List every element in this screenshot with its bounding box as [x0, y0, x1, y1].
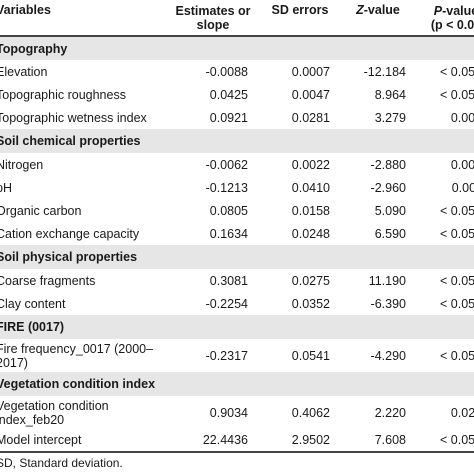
estimate-value: -0.2254	[205, 296, 248, 311]
table-footnote: SD, Standard deviation.	[0, 456, 123, 470]
section-title: Soil physical properties	[0, 250, 138, 264]
z-value: 2.220	[374, 405, 406, 420]
variable-name: Cation exchange capacity	[0, 226, 140, 241]
variable-name: pH	[0, 180, 12, 195]
table-row: Organic carbon 0.0805 0.0158 5.090 < 0.05000	[0, 199, 474, 222]
header-row: Variables Estimates or slope SD errors Z-…	[0, 0, 474, 36]
section-title: FIRE (0017)	[0, 320, 65, 334]
sd-error-value: 0.0410	[291, 180, 330, 195]
z-value: 7.608	[374, 433, 406, 447]
variable-name: Model intercept	[0, 433, 82, 447]
p-value: < 0.05000	[440, 226, 474, 241]
estimate-value: 22.4436	[202, 433, 248, 447]
p-value: < 0.05000	[440, 203, 474, 218]
table-row: Fire frequency_0017 (2000–2017) -0.2317 0.…	[0, 339, 474, 372]
section-title: Soil chemical properties	[0, 134, 141, 148]
estimate-value: 0.1634	[209, 226, 248, 241]
section-header-row: Vegetation condition index	[0, 372, 474, 396]
table-row: pH -0.1213 0.0410 -2.960 0.00311	[0, 176, 474, 199]
variable-name: Organic carbon	[0, 203, 82, 218]
sd-error-value: 0.0352	[291, 296, 330, 311]
z-value: -2.880	[370, 157, 406, 172]
p-value: 0.02619	[450, 405, 474, 420]
regression-results-table: Variables Estimates or slope SD errors Z-…	[0, 0, 474, 452]
z-value: 11.190	[368, 273, 406, 288]
p-value: < 0.05000	[440, 64, 474, 79]
estimate-value: 0.0425	[209, 87, 248, 102]
section-header-row: Soil chemical properties	[0, 129, 474, 153]
table-row: Nitrogen -0.0062 0.0022 -2.880 0.00392	[0, 153, 474, 176]
sd-error-value: 0.0281	[291, 110, 330, 125]
sd-error-value: 0.0007	[291, 64, 330, 79]
estimate-value: -0.2317	[205, 348, 248, 363]
header-variables: Variables	[0, 3, 51, 17]
variable-name: Vegetation condition index_feb20	[0, 398, 109, 427]
table-row: Topographic roughness 0.0425 0.0047 8.964 < …	[0, 83, 474, 106]
header-sd-errors: SD errors	[271, 3, 329, 17]
variable-name: Elevation	[0, 64, 48, 79]
table-row: Vegetation condition index_feb20 0.9034 0.…	[0, 396, 474, 429]
p-value: < 0.05000	[440, 348, 474, 363]
sd-error-value: 0.0158	[291, 203, 330, 218]
sd-error-value: 0.0248	[291, 226, 330, 241]
sd-error-value: 0.0047	[291, 87, 330, 102]
table-row: Coarse fragments 0.3081 0.0275 11.190 < 0.05…	[0, 269, 474, 292]
z-value: -2.960	[370, 180, 406, 195]
p-value: < 0.05000	[440, 87, 474, 102]
estimate-value: -0.0088	[205, 64, 248, 79]
section-title: Vegetation condition index	[0, 377, 156, 391]
variable-name: Topographic roughness	[0, 87, 126, 102]
p-value: 0.00311	[451, 180, 474, 195]
estimate-value: -0.1213	[205, 180, 248, 195]
estimate-value: 0.0921	[209, 110, 248, 125]
variable-name: Clay content	[0, 296, 66, 311]
z-value: 5.090	[374, 203, 406, 218]
z-value: 6.590	[374, 226, 406, 241]
variable-name: Topographic wetness index	[0, 110, 147, 125]
estimate-value: 0.9034	[209, 405, 248, 420]
header-z-value: Z-value	[356, 3, 400, 17]
table-row: Clay content -0.2254 0.0352 -6.390 < 0.05000	[0, 292, 474, 315]
section-header-row: Soil physical properties	[0, 245, 474, 269]
variable-name: Nitrogen	[0, 157, 44, 172]
table-body: Topography Elevation -0.0088 0.0007 -12.184 <…	[0, 36, 474, 452]
section-header-row: Topography	[0, 36, 474, 60]
sd-error-value: 0.0541	[291, 348, 330, 363]
table-row: Cation exchange capacity 0.1634 0.0248 6.59…	[0, 222, 474, 245]
estimate-value: 0.3081	[209, 273, 248, 288]
estimate-value: -0.0062	[205, 157, 248, 172]
variable-name: Fire frequency_0017 (2000–2017)	[0, 341, 154, 370]
sd-error-value: 0.4062	[291, 405, 330, 420]
p-value: < 0.05000	[440, 433, 474, 447]
table-row: Elevation -0.0088 0.0007 -12.184 < 0.05000	[0, 60, 474, 83]
p-value: 0.00392	[450, 157, 474, 172]
p-value: < 0.05000	[440, 296, 474, 311]
sd-error-value: 0.0275	[291, 273, 330, 288]
z-value: -12.184	[363, 64, 406, 79]
z-value: 8.964	[374, 87, 406, 102]
sd-error-value: 2.9502	[291, 433, 330, 447]
table-row: Topographic wetness index 0.0921 0.0281 3.2…	[0, 106, 474, 129]
z-value: -6.390	[370, 296, 406, 311]
section-header-row: FIRE (0017)	[0, 315, 474, 339]
sd-error-value: 0.0022	[291, 157, 330, 172]
variable-name: Coarse fragments	[0, 273, 96, 288]
p-value: < 0.05000	[440, 273, 474, 288]
header-p-value: P-value(p < 0.05	[430, 3, 474, 32]
z-value: -4.290	[370, 348, 406, 363]
estimate-value: 0.0805	[209, 203, 248, 218]
p-value: 0.00104	[450, 110, 474, 125]
intercept-row: Model intercept 22.4436 2.9502 7.608 < 0.050…	[0, 429, 474, 452]
section-title: Topography	[0, 41, 68, 56]
z-value: 3.279	[374, 110, 406, 125]
header-estimates: Estimates or slope	[175, 3, 251, 32]
